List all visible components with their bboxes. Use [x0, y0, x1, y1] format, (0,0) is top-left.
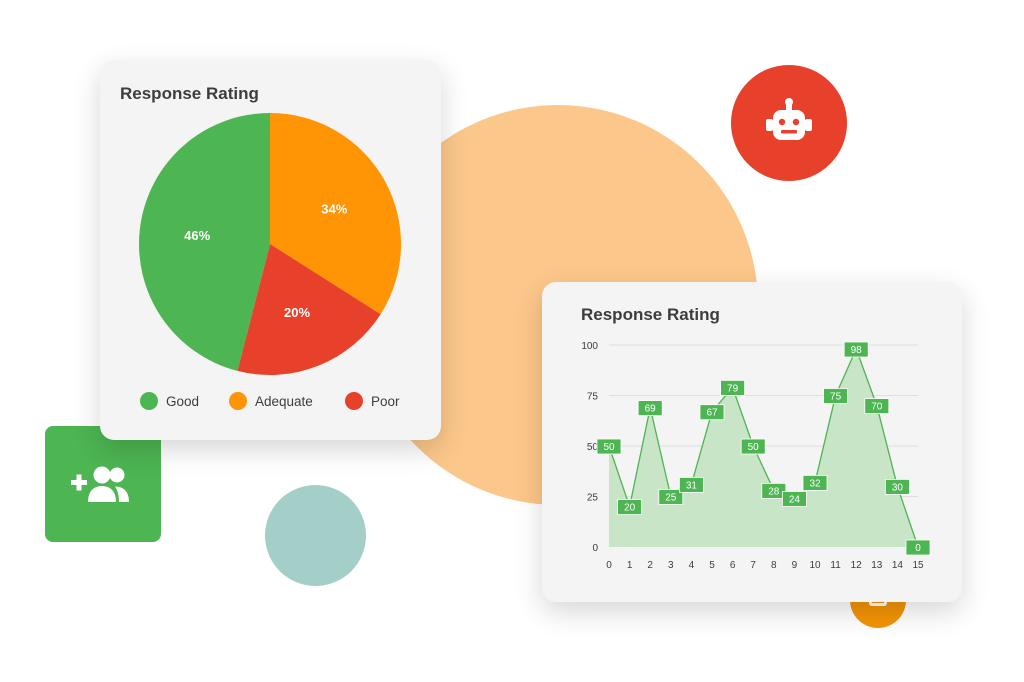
data-label-text: 32 [809, 478, 821, 489]
series-line [608, 347, 919, 548]
pie-label-adequate: 34% [321, 202, 347, 217]
x-tick-label: 4 [689, 560, 695, 571]
add-user-icon [71, 466, 129, 502]
data-label: 98 [843, 341, 869, 358]
pie-chart-card: Response Rating 34% 20% 46% Good Adequate … [100, 60, 441, 440]
data-label-text: 79 [727, 383, 739, 394]
x-tick-label: 3 [668, 560, 674, 571]
legend-item-poor: Poor [345, 389, 400, 413]
data-label-text: 50 [748, 442, 760, 453]
decorative-circle-teal [265, 485, 366, 586]
x-tick-label: 7 [750, 560, 756, 571]
data-label-box [802, 474, 828, 491]
data-label: 30 [884, 478, 910, 495]
data-label: 70 [864, 398, 890, 414]
legend-label-adequate: Adequate [255, 393, 313, 409]
x-tick-label: 10 [809, 560, 821, 571]
pie-legend: Good Adequate Poor [140, 389, 420, 413]
data-label-box [678, 476, 704, 493]
data-label-text: 24 [789, 495, 801, 506]
data-label-text: 67 [706, 408, 718, 419]
data-label-text: 50 [603, 442, 615, 453]
data-label-text: 70 [871, 402, 883, 413]
data-label: 28 [761, 482, 787, 499]
data-label-text: 28 [768, 486, 780, 497]
pie-label-good: 46% [184, 228, 210, 243]
legend-item-good: Good [140, 389, 199, 413]
legend-swatch-adequate [229, 392, 247, 410]
robot-badge [731, 65, 847, 181]
data-label-text: 30 [892, 482, 904, 493]
data-label-text: 98 [851, 345, 863, 356]
data-label: 50 [596, 438, 622, 455]
data-label: 20 [617, 499, 642, 516]
data-label: 31 [678, 476, 704, 493]
data-label-text: 69 [645, 404, 657, 415]
data-label-box [637, 400, 663, 416]
x-tick-label: 5 [709, 560, 715, 571]
data-label: 67 [699, 404, 725, 421]
x-tick-label: 13 [871, 560, 883, 571]
x-tick-label: 14 [892, 560, 904, 571]
pie-slice-poor [237, 244, 381, 375]
y-tick-label: 100 [581, 341, 598, 352]
data-label-box [843, 341, 869, 358]
data-label: 79 [720, 380, 746, 396]
pie-slice-good [139, 113, 270, 371]
legend-swatch-good [140, 392, 158, 410]
robot-icon [766, 98, 812, 140]
data-label-text: 31 [686, 480, 698, 491]
data-label: 0 [905, 539, 931, 556]
data-label-box [761, 482, 787, 499]
x-tick-label: 12 [851, 560, 863, 571]
data-label-box [658, 489, 684, 505]
x-tick-label: 9 [792, 560, 798, 571]
data-label: 32 [802, 474, 828, 491]
data-label-box [884, 478, 910, 495]
pie-chart: 34% 20% 46% [139, 113, 402, 375]
x-tick-label: 0 [606, 560, 612, 571]
area-chart-title: Response Rating [581, 305, 720, 324]
data-label-box [740, 438, 766, 455]
data-label-text: 0 [915, 543, 921, 554]
legend-label-good: Good [166, 393, 200, 409]
x-tick-label: 2 [647, 560, 653, 571]
data-label-box [617, 499, 642, 516]
x-tick-label: 11 [830, 560, 841, 571]
data-label: 50 [740, 438, 766, 455]
y-tick-label: 25 [587, 493, 599, 504]
pie-chart-title: Response Rating [120, 84, 259, 103]
data-label: 24 [781, 491, 807, 507]
legend-swatch-poor [345, 392, 363, 410]
x-tick-label: 15 [912, 560, 924, 571]
data-label-text: 25 [665, 493, 677, 504]
data-label-box [596, 438, 622, 455]
data-label-box [905, 539, 931, 556]
data-label-box [823, 388, 849, 404]
legend-item-adequate: Adequate [229, 389, 313, 413]
add-user-tile [45, 426, 161, 542]
pie-slice-adequate [270, 113, 402, 315]
area-chart-card: Response Rating 0 25 50 75 100 0 1 2 3 4 5 6 7 8 9 10 11… [542, 282, 962, 602]
y-tick-label: 0 [592, 543, 598, 554]
data-label-box [781, 491, 807, 507]
y-tick-label: 75 [587, 392, 599, 403]
data-label-box [720, 380, 746, 396]
data-label-box [699, 404, 725, 421]
data-label: 69 [637, 400, 663, 416]
legend-label-poor: Poor [371, 393, 400, 409]
data-label-text: 75 [830, 392, 842, 403]
data-label-box [864, 398, 890, 414]
y-tick-label: 50 [587, 442, 599, 453]
pie-label-poor: 20% [284, 305, 310, 320]
data-label-text: 20 [624, 503, 636, 514]
x-tick-label: 1 [627, 560, 633, 571]
data-label: 25 [658, 489, 684, 505]
x-tick-label: 6 [730, 560, 736, 571]
data-label: 75 [823, 388, 849, 404]
x-tick-label: 8 [771, 560, 777, 571]
